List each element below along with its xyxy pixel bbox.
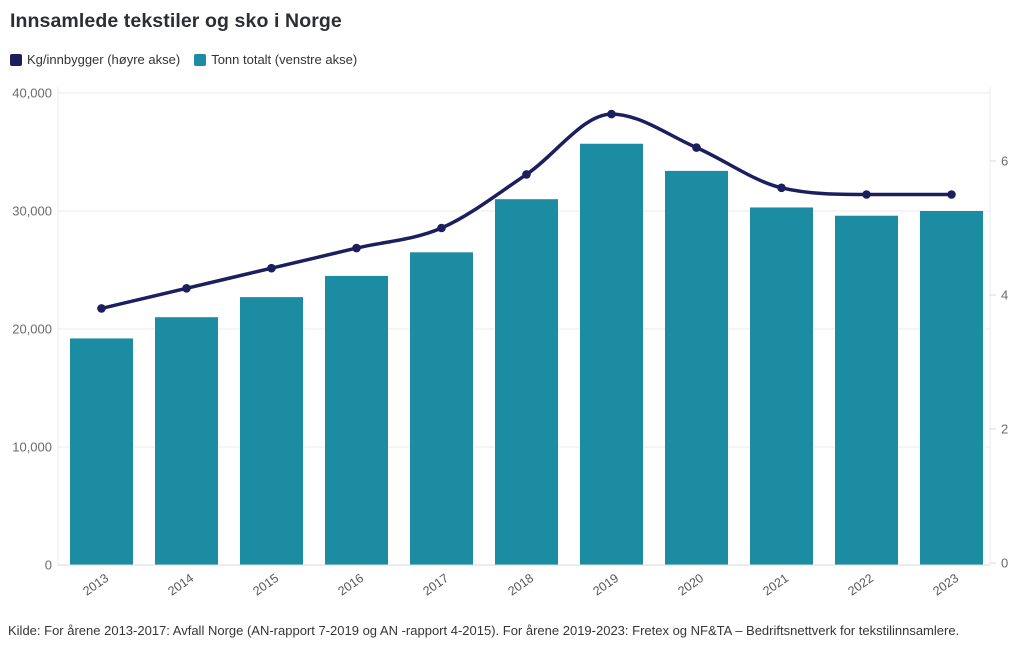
line-point-2014[interactable] [182,284,191,293]
line-point-2022[interactable] [862,190,871,199]
line-point-2018[interactable] [522,170,531,179]
right-axis-tick-label-4: 4 [1001,288,1008,303]
line-point-2015[interactable] [267,263,276,273]
legend-label-kg: Kg/innbygger (høyre akse) [27,52,181,67]
source-note: Kilde: For årene 2013-2017: Avfall Norge… [8,623,960,638]
bar-2020[interactable] [665,170,728,565]
line-point-2016[interactable] [352,243,361,253]
page-title: Innsamlede tekstiler og sko i Norge [10,10,342,32]
bar-2016[interactable] [325,275,388,565]
bar-2021[interactable] [750,207,813,565]
line-point-2021[interactable] [777,183,786,193]
line-point-2020[interactable] [692,143,701,152]
x-tick-label-2023: 2023 [930,571,961,598]
x-tick-label-2022: 2022 [845,571,876,598]
x-tick-label-2016: 2016 [335,571,366,598]
x-tick-label-2015: 2015 [250,571,281,598]
left-axis-tick-label-10000: 10,000 [12,440,52,455]
legend-item-kg: Kg/innbygger (høyre akse) [10,52,180,67]
x-tick-label-2020: 2020 [675,571,706,598]
x-tick-label-2013: 2013 [80,571,111,598]
x-tick-label-2019: 2019 [590,571,621,598]
line-point-2023[interactable] [947,190,956,199]
legend-swatch-tonn-icon [194,53,207,66]
right-axis-tick-label-0: 0 [1001,556,1008,571]
left-axis-tick-label-40000: 40,000 [12,86,52,101]
bar-2013[interactable] [70,338,133,565]
right-axis-tick-label-6: 6 [1001,154,1008,169]
left-axis-tick-label-0: 0 [45,558,52,573]
bar-2022[interactable] [835,215,898,565]
bar-2019[interactable] [580,143,643,566]
legend-swatch-kg-icon [10,53,22,66]
x-tick-label-2021: 2021 [760,571,791,598]
legend-label-tonn: Tonn totalt (venstre akse) [211,52,358,67]
bar-2014[interactable] [155,317,218,565]
x-tick-label-2014: 2014 [165,571,196,598]
bar-2023[interactable] [920,211,983,565]
left-axis-tick-label-30000: 30,000 [12,204,52,219]
bar-2015[interactable] [240,297,303,565]
x-tick-label-2017: 2017 [420,571,451,598]
line-point-2019[interactable] [607,109,616,119]
legend: Kg/innbygger (høyre akse) Tonn totalt (v… [10,52,371,67]
legend-item-tonn: Tonn totalt (venstre akse) [194,52,357,67]
right-axis-tick-label-2: 2 [1001,422,1008,437]
bar-2018[interactable] [495,199,558,565]
line-point-2017[interactable] [437,223,446,233]
x-tick-label-2018: 2018 [505,571,536,598]
left-axis-tick-label-20000: 20,000 [12,322,52,337]
line-point-2013[interactable] [97,304,106,313]
bar-2017[interactable] [410,252,473,566]
